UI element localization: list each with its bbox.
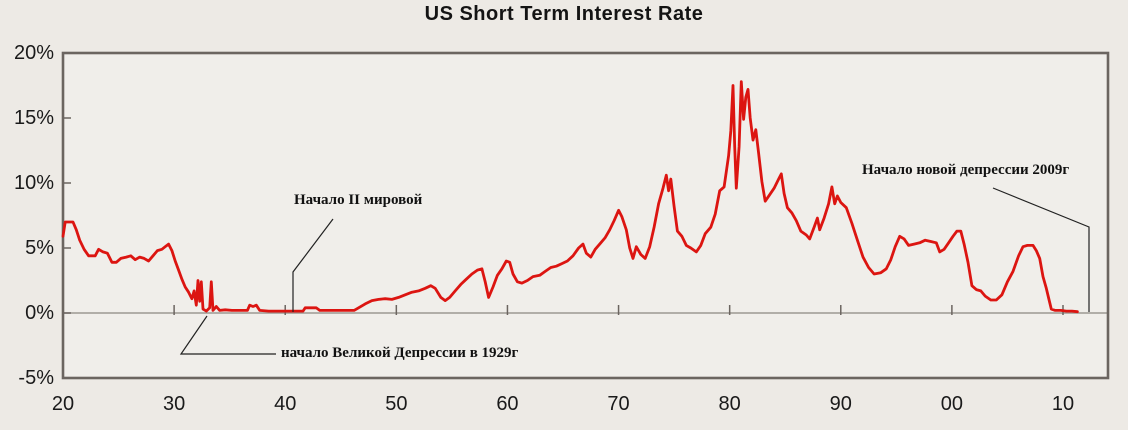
plot-frame [61,51,1110,380]
x-axis-label: 60 [496,393,519,415]
annotation-new-depression: Начало новой депрессии 2009г [862,162,1070,178]
x-axis-label: 40 [274,393,297,415]
x-axis-label: 00 [940,393,963,415]
interest-rate-line [61,80,1079,314]
x-axis-label: 90 [829,393,852,415]
annotation-leader-ww2 [292,218,334,312]
y-axis-label: 20% [13,42,54,64]
chart-title: US Short Term Interest Rate [424,3,704,25]
annotation-great-depression: начало Великой Депрессии в 1929г [281,345,519,361]
y-axis-label: 5% [25,237,54,259]
x-axis-label: 80 [718,393,741,415]
annotation-leader-great-depression [179,315,276,355]
x-axis-label: 10 [1051,393,1075,415]
x-axis-label: 70 [607,393,630,415]
annotation-leader-new-depression [992,187,1090,312]
x-axis-label: 20 [51,393,75,415]
annotation-ww2: Начало II мировой [294,192,423,208]
y-axis-label: 0% [25,302,54,324]
y-axis-label: -5% [18,367,54,389]
x-axis-label: 30 [162,393,186,415]
plot-background [63,53,1108,378]
y-axis-label: 10% [13,172,54,194]
x-axis-label: 50 [385,393,408,415]
y-axis-label: 15% [13,107,54,129]
